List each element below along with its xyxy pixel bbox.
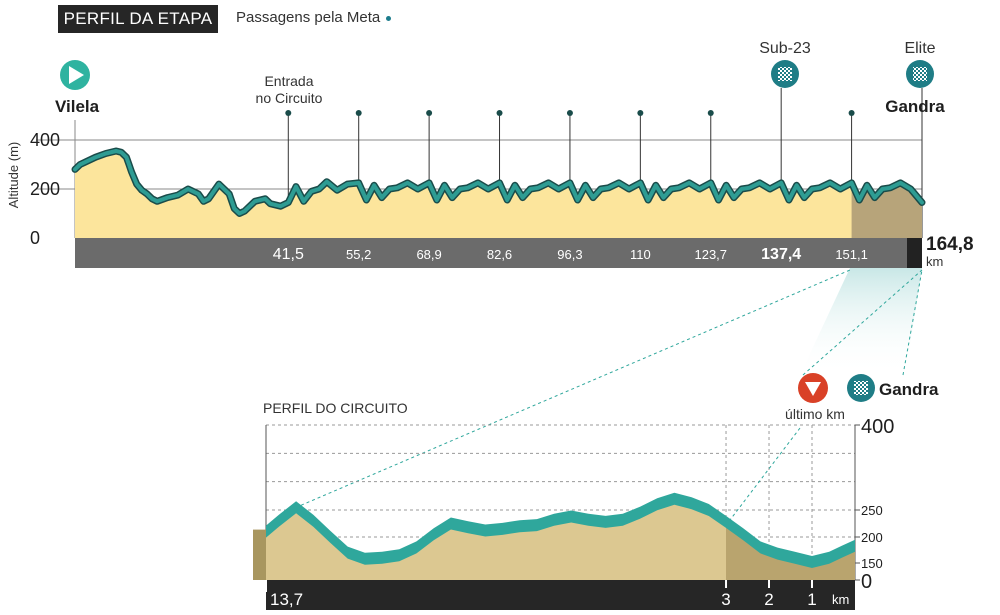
- finish-elite-label: Elite: [904, 40, 935, 57]
- stage-altitude-ticks: 0 200 400: [30, 130, 60, 248]
- sprint-sub23-label: Sub-23: [759, 40, 811, 57]
- stage-altitude-tick: 0: [30, 228, 40, 248]
- start-label: Vilela: [55, 97, 100, 116]
- stage-km-ticks: 41,5 55,2 68,9 82,6 96,3 110 123,7 137,4 151,1: [273, 246, 868, 263]
- legend-dot-icon: [386, 15, 392, 21]
- finish-label: Gandra: [885, 97, 945, 116]
- total-distance-label: 164,8: [926, 234, 974, 255]
- circuit-final-section-area: [726, 521, 855, 580]
- stage-km-band: [75, 238, 910, 268]
- finish-elite-marker: Elite Gandra: [885, 40, 945, 116]
- stage-km-tick: 151,1: [835, 247, 868, 262]
- stage-grid: [36, 88, 923, 238]
- stage-profile-title: PERFIL DA ETAPA: [58, 5, 218, 33]
- circuit-altitude-tick: 0: [861, 571, 872, 593]
- circuit-km-tick: 3: [721, 590, 730, 609]
- stage-km-tick: 41,5: [273, 246, 304, 263]
- circuit-altitude-tick: 400: [861, 416, 894, 438]
- zoom-beam: [800, 268, 922, 375]
- stage-final-km-band: [907, 238, 922, 268]
- passage-dot-icon: [848, 110, 855, 116]
- circuit-altitude-tick: 250: [861, 503, 883, 518]
- stage-altitude-tick: 200: [30, 179, 60, 199]
- stage-km-tick: 123,7: [694, 247, 727, 262]
- passage-dot-icon: [426, 110, 433, 116]
- circuit-side-shade: [253, 529, 266, 580]
- legend-label: Passagens pela Meta: [236, 9, 381, 26]
- finish-passages-legend: Passagens pela Meta: [236, 9, 392, 26]
- play-icon: [69, 66, 84, 84]
- stage-km-tick: 68,9: [416, 247, 441, 262]
- circuit-km-unit: km: [832, 592, 849, 607]
- circuit-entry-label-1: Entrada: [264, 73, 313, 89]
- circuit-entry-label-2: no Circuito: [256, 90, 323, 106]
- passage-dot-icon: [707, 110, 714, 116]
- circuit-profile-ridge: [266, 492, 855, 568]
- stage-km-tick: 96,3: [557, 247, 582, 262]
- last-km-label: último km: [785, 406, 845, 422]
- passage-dot-icon: [637, 110, 644, 116]
- stage-profile: [71, 147, 926, 238]
- passage-dot-icon: [355, 110, 362, 116]
- checkered-flag-grid: [913, 67, 927, 81]
- stage-final-lap-area: [851, 182, 922, 238]
- stage-altitude-tick: 400: [30, 130, 60, 150]
- sprint-sub23-marker: Sub-23: [759, 40, 811, 88]
- circuit-km-tick: 2: [764, 590, 773, 609]
- passage-dot-icon: [285, 110, 292, 116]
- stage-ylabel: Altitude (m): [6, 142, 21, 208]
- circuit-km-tick: 1: [807, 590, 816, 609]
- total-distance-unit: km: [926, 254, 943, 269]
- circuit-km-band: [266, 580, 855, 610]
- circuit-km-tick: 13,7: [270, 590, 303, 609]
- stage-profile-area: [75, 151, 922, 238]
- passage-dot-icon: [496, 110, 503, 116]
- circuit-finish-label: Gandra: [879, 380, 939, 399]
- circuit-km-ticks: 13,7 3 2 1 km: [265, 580, 849, 609]
- checkered-flag-grid: [854, 381, 868, 395]
- circuit-profile: [253, 492, 855, 580]
- zoom-connector-left: [289, 269, 851, 511]
- stage-km-tick: 82,6: [487, 247, 512, 262]
- stage-profile-line: [73, 149, 924, 216]
- circuit-profile-area: [266, 498, 855, 580]
- stage-km-tick: 110: [630, 247, 651, 262]
- checkered-flag-grid: [778, 67, 792, 81]
- circuit-altitude-tick: 150: [861, 556, 883, 571]
- stage-km-tick: 137,4: [761, 246, 801, 263]
- stage-km-tick: 55,2: [346, 247, 371, 262]
- circuit-title: PERFIL DO CIRCUITO: [263, 400, 408, 416]
- passage-dot-icon: [566, 110, 573, 116]
- zoom-connector-middle: [802, 269, 923, 376]
- red-triangle-icon: [805, 382, 821, 396]
- last-km-connector: [729, 427, 801, 521]
- circuit-altitude-tick: 200: [861, 530, 883, 545]
